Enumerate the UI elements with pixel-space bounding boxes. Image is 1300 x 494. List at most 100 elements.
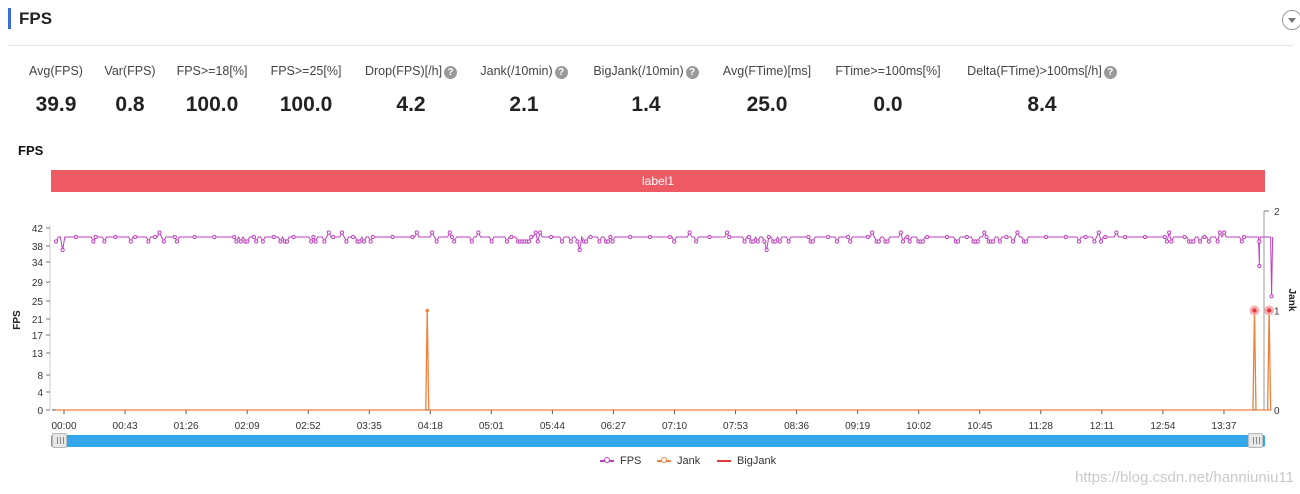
metric-label-text: FPS>=25[%] bbox=[270, 64, 342, 78]
fps-point bbox=[568, 239, 573, 244]
fps-point bbox=[762, 239, 767, 244]
fps-point bbox=[278, 239, 283, 244]
bigjank-marker bbox=[1252, 308, 1257, 313]
legend-fps-label: FPS bbox=[620, 455, 642, 467]
fps-point bbox=[172, 234, 177, 240]
metric-label: Var(FPS) bbox=[50, 63, 210, 79]
zoom-slider-right-handle[interactable] bbox=[1248, 433, 1263, 448]
fps-point bbox=[1004, 234, 1009, 240]
metric-9: Delta(FTime)>100ms[/h]? 8.4 bbox=[962, 63, 1122, 117]
fps-point bbox=[260, 239, 265, 244]
legend-jank[interactable]: Jank bbox=[657, 455, 700, 467]
fps-point bbox=[870, 230, 875, 235]
metric-label: Jank(/10min)? bbox=[444, 63, 604, 79]
fps-point bbox=[742, 239, 747, 244]
y-left-tick-label: 25 bbox=[32, 297, 44, 308]
legend-bigjank[interactable]: BigJank bbox=[717, 455, 776, 467]
fps-point bbox=[548, 234, 554, 240]
fps-point bbox=[1257, 239, 1262, 244]
x-tick-label: 13:37 bbox=[1211, 421, 1236, 432]
fps-point bbox=[1096, 230, 1101, 235]
fps-point bbox=[1098, 239, 1104, 244]
collapse-button[interactable] bbox=[1282, 10, 1300, 30]
legend-fps[interactable]: FPS bbox=[600, 455, 641, 467]
fps-point bbox=[925, 234, 930, 240]
metric-value: 2.1 bbox=[509, 93, 539, 116]
metric-label-text: Var(FPS) bbox=[104, 64, 156, 78]
metric-value: 4.2 bbox=[396, 93, 426, 116]
fps-point bbox=[647, 234, 653, 240]
metric-7: Avg(FTime)[ms] 25.0 bbox=[687, 63, 847, 117]
fps-point bbox=[900, 239, 906, 244]
fps-point bbox=[313, 239, 318, 244]
metric-label-text: Avg(FTime)[ms] bbox=[722, 64, 812, 78]
fps-point bbox=[452, 239, 457, 244]
x-tick-label: 10:45 bbox=[967, 421, 992, 432]
chart-section-title: FPS bbox=[18, 143, 44, 158]
metric-label-text: Delta(FTime)>100ms[/h] bbox=[967, 64, 1102, 78]
fps-point bbox=[1241, 234, 1247, 240]
y-left-tick-label: 8 bbox=[37, 371, 43, 382]
fps-point bbox=[157, 230, 162, 235]
y-left-tick-label: 0 bbox=[37, 406, 43, 417]
zoom-slider-left-handle[interactable] bbox=[52, 433, 67, 448]
legend-jank-swatch bbox=[657, 457, 671, 463]
fps-point bbox=[410, 234, 415, 240]
fps-point bbox=[309, 239, 314, 244]
label-bar[interactable]: label1 bbox=[51, 170, 1265, 192]
metric-label-text: Drop(FPS)[/h] bbox=[364, 64, 443, 78]
fps-point bbox=[588, 234, 593, 240]
fps-point bbox=[1167, 230, 1172, 235]
fps-point bbox=[608, 234, 613, 240]
metric-label: Avg(FPS) bbox=[0, 63, 136, 79]
fps-point bbox=[368, 239, 373, 244]
fps-point bbox=[751, 239, 756, 244]
zoom-slider-track[interactable] bbox=[51, 435, 1265, 447]
fps-point bbox=[311, 234, 316, 240]
fps-point bbox=[1123, 234, 1128, 240]
fps-point bbox=[1103, 234, 1108, 240]
fps-point bbox=[245, 239, 250, 244]
chevron-down-icon bbox=[1288, 18, 1296, 23]
fps-point bbox=[357, 239, 362, 244]
fps-point bbox=[102, 239, 107, 244]
panel-header: FPS bbox=[0, 0, 1300, 46]
fps-point bbox=[476, 230, 481, 235]
fps-point bbox=[982, 230, 987, 235]
fps-point bbox=[192, 234, 197, 240]
fps-point bbox=[1206, 239, 1211, 244]
fps-point bbox=[331, 234, 336, 240]
metric-label: Avg(FTime)[ms] bbox=[687, 63, 847, 79]
fps-point bbox=[997, 239, 1002, 244]
fps-point bbox=[73, 234, 78, 240]
help-icon[interactable]: ? bbox=[554, 66, 568, 79]
fps-point bbox=[128, 239, 133, 244]
fps-point bbox=[898, 230, 903, 235]
x-tick-label: 01:26 bbox=[174, 421, 199, 432]
fps-point bbox=[885, 239, 890, 244]
metric-value: 1.4 bbox=[631, 93, 661, 116]
x-tick-label: 09:19 bbox=[845, 421, 870, 432]
fps-point bbox=[537, 230, 543, 235]
bigjank-marker bbox=[1266, 308, 1272, 313]
metric-label: Delta(FTime)>100ms[/h]? bbox=[962, 63, 1122, 79]
fps-point bbox=[370, 234, 375, 240]
fps-point bbox=[876, 239, 881, 244]
fps-point bbox=[161, 239, 166, 244]
fps-point bbox=[1191, 239, 1196, 244]
fps-point bbox=[845, 234, 851, 240]
x-tick-label: 05:44 bbox=[540, 421, 565, 432]
fps-point bbox=[1269, 294, 1274, 299]
help-icon[interactable]: ? bbox=[1103, 66, 1117, 79]
help-icon[interactable]: ? bbox=[444, 66, 458, 79]
fps-chart[interactable]: 0 4 8 13 17 21 25 29 34 38 42 FPS 0 1 2 Jank 00:00 00:43 0… bbox=[0, 195, 1300, 435]
metric-value: 0.8 bbox=[115, 93, 145, 116]
fps-point bbox=[1182, 234, 1187, 240]
fps-point bbox=[694, 239, 699, 244]
fps-point bbox=[991, 239, 996, 244]
help-icon[interactable]: ? bbox=[685, 66, 699, 79]
fps-point bbox=[766, 234, 771, 240]
metric-label: FPS>=18[%] bbox=[132, 63, 292, 79]
metric-label-text: Jank(/10min) bbox=[480, 64, 553, 78]
x-tick-label: 02:52 bbox=[296, 421, 321, 432]
